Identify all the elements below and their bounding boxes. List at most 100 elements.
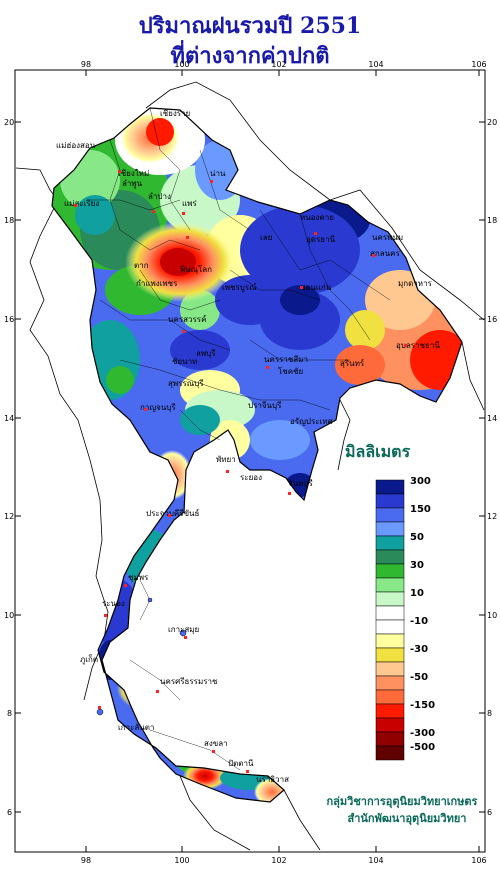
map-title: ปริมาณฝนรวมปี 2551	[138, 13, 362, 39]
place-label: ปราจีนบุรี	[248, 401, 282, 410]
place-label: นครศรีธรรมราช	[160, 677, 218, 686]
place-label: แม่สะเรียง	[64, 199, 99, 208]
legend-swatch	[375, 633, 405, 649]
place-labels: เชียงราย แม่ฮ่องสอน เชียงใหม่ ลำพูน น่าน…	[56, 109, 440, 784]
place-label: ชัยนาท	[172, 357, 197, 366]
bottom-tick-104: 104	[368, 856, 383, 865]
place-label: เชียงราย	[160, 109, 190, 118]
place-label: แม่ฮ่องสอน	[56, 141, 96, 150]
left-tick-12: 12	[4, 512, 14, 521]
legend-swatch	[375, 647, 405, 663]
place-label: เกาะลันตา	[118, 723, 154, 732]
place-label: เลย	[260, 233, 272, 242]
legend-label: -10	[410, 616, 428, 627]
top-tick-100: 100	[174, 60, 189, 69]
province-borders	[90, 107, 391, 771]
legend-swatch	[375, 507, 405, 523]
right-tick-14: 14	[487, 414, 497, 423]
place-label: โชคชัย	[278, 366, 303, 376]
legend-label: 150	[410, 504, 431, 515]
graticule-ticks	[15, 70, 485, 852]
legend-swatch	[375, 745, 405, 761]
legend-swatch	[375, 689, 405, 705]
bottom-tick-102: 102	[271, 856, 286, 865]
right-tick-labels: 20 18 16 14 12 10 8 6	[487, 118, 497, 817]
legend-swatch	[375, 717, 405, 733]
legend-label: 300	[410, 476, 431, 487]
place-label: เชียงใหม่	[118, 169, 149, 178]
legend-label: -30	[410, 644, 428, 655]
place-label: ปัตตานี	[228, 759, 254, 768]
left-tick-10: 10	[4, 611, 14, 620]
legend-label: -500	[410, 742, 435, 753]
neighbor-borders	[15, 81, 485, 851]
place-label: ลำพูน	[122, 179, 143, 189]
legend-label: 30	[410, 560, 424, 571]
map-subtitle: ที่ต่างจากค่าปกติ	[170, 43, 330, 69]
station-markers	[74, 120, 407, 773]
legend-swatch	[375, 661, 405, 677]
place-label: พิษณุโลก	[180, 264, 212, 274]
place-label: กาญจนบุรี	[140, 403, 176, 412]
place-label: ชุมพร	[128, 573, 149, 582]
right-tick-10: 10	[487, 611, 497, 620]
right-tick-6: 6	[487, 808, 492, 817]
legend-swatch	[375, 563, 405, 579]
place-label: สกลนคร	[370, 249, 400, 258]
bottom-tick-106: 106	[471, 856, 486, 865]
left-tick-labels: 20 18 16 14 12 10 8 6	[4, 118, 14, 817]
place-label: นครสวรรค์	[168, 314, 206, 324]
top-tick-106: 106	[471, 60, 486, 69]
place-label: กำแพงเพชร	[136, 279, 178, 288]
legend-title: มิลลิเมตร	[345, 442, 411, 461]
right-tick-20: 20	[487, 118, 497, 127]
place-label: ประจวบคีรีขันธ์	[146, 508, 200, 518]
legend-swatch	[375, 703, 405, 719]
top-tick-102: 102	[271, 60, 286, 69]
place-label: มุกดาหาร	[398, 279, 433, 288]
credit-line-1: กลุ่มวิชาการอุตุนิยมวิทยาเกษตร	[326, 795, 478, 808]
place-label: นครราชสีมา	[264, 355, 308, 364]
place-label: อรัญประเทศ	[290, 417, 333, 426]
place-label: น่าน	[210, 169, 226, 178]
legend-swatch	[375, 577, 405, 593]
left-tick-20: 20	[4, 118, 14, 127]
legend-swatch	[375, 675, 405, 691]
place-label: เพชรบูรณ์	[222, 282, 257, 293]
bottom-tick-100: 100	[174, 856, 189, 865]
place-label: นราธิวาส	[256, 775, 289, 784]
place-label: ลพบุรี	[196, 349, 216, 358]
legend-swatch	[375, 493, 405, 509]
place-label: จันทบุรี	[288, 479, 314, 488]
place-label: ระยอง	[240, 473, 262, 482]
place-label: สงขลา	[204, 739, 228, 748]
left-tick-14: 14	[4, 414, 14, 423]
place-label: ลำปาง	[148, 192, 171, 201]
right-tick-8: 8	[487, 709, 492, 718]
top-tick-104: 104	[368, 60, 383, 69]
bottom-tick-98: 98	[81, 856, 91, 865]
legend-swatch	[375, 535, 405, 551]
right-tick-18: 18	[487, 216, 497, 225]
islands	[96, 597, 187, 716]
credit-line-2: สำนักพัฒนาอุตุนิยมวิทยา	[347, 812, 467, 825]
place-label: แพร่	[182, 199, 197, 208]
legend-swatch	[375, 731, 405, 747]
place-label: ระนอง	[102, 599, 125, 608]
top-tick-98: 98	[81, 60, 91, 69]
place-label: อุดรธานี	[306, 235, 336, 244]
legend-swatch	[375, 619, 405, 635]
legend-swatch	[375, 605, 405, 621]
legend-label: -150	[410, 700, 435, 711]
place-label: อุบลราชธานี	[396, 341, 440, 350]
left-tick-6: 6	[7, 808, 12, 817]
place-label: ภูเก็ต	[80, 654, 98, 665]
place-label: พัทยา	[216, 455, 236, 464]
right-tick-12: 12	[487, 512, 497, 521]
legend-label: 10	[410, 588, 424, 599]
legend-swatch	[375, 521, 405, 537]
legend-swatch	[375, 591, 405, 607]
place-label: นครพนม	[372, 233, 403, 242]
legend-label: -300	[410, 728, 435, 739]
